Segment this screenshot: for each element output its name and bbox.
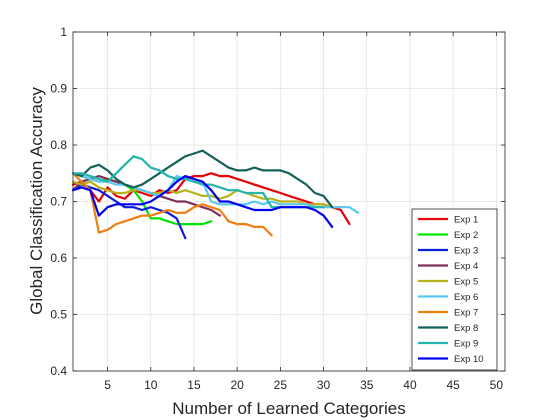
x-tick-label: 25 <box>274 378 288 392</box>
legend-label: Exp 4 <box>454 261 478 272</box>
series-line-exp-5 <box>71 180 342 209</box>
x-tick-label: 45 <box>446 378 460 392</box>
y-tick-label: 1 <box>60 25 67 39</box>
y-tick-label: 0.5 <box>50 308 67 322</box>
legend-label: Exp 9 <box>454 339 478 350</box>
series-line-exp-7 <box>71 172 273 237</box>
x-tick-label: 30 <box>317 378 331 392</box>
x-tick-label: 50 <box>490 378 504 392</box>
legend-label: Exp 8 <box>454 323 478 334</box>
legend-label: Exp 10 <box>454 354 484 365</box>
legend-label: Exp 1 <box>454 215 478 226</box>
series-line-exp-3 <box>71 183 187 240</box>
x-axis-label: Number of Learned Categories <box>172 399 405 418</box>
y-tick-label: 0.8 <box>50 138 67 152</box>
y-tick-label: 0.6 <box>50 251 67 265</box>
legend: Exp 1 Exp 2 Exp 3 Exp 4 Exp 5 Exp 6 Exp 7 Exp 8… <box>411 208 498 371</box>
y-tick-label: 0.7 <box>50 195 67 209</box>
y-axis-label: Global Classification Accuracy <box>27 87 46 315</box>
axis-ticks: 5 10 15 20 25 30 35 40 45 50 0.4 0.5 0.6 0.7 0.8 0.9 1 <box>50 25 505 392</box>
series-line-exp-8 <box>71 149 334 209</box>
x-tick-label: 20 <box>230 378 244 392</box>
series-line-exp-6 <box>71 172 360 214</box>
x-tick-label: 10 <box>144 378 158 392</box>
legend-label: Exp 7 <box>454 308 478 319</box>
legend-label: Exp 6 <box>454 292 478 303</box>
legend-label: Exp 5 <box>454 277 478 288</box>
x-tick-label: 5 <box>104 378 111 392</box>
series-layer <box>71 149 360 240</box>
series-line-exp-10 <box>71 175 334 228</box>
x-tick-label: 15 <box>187 378 201 392</box>
y-tick-label: 0.4 <box>50 364 67 378</box>
x-tick-label: 40 <box>403 378 417 392</box>
legend-label: Exp 2 <box>454 230 478 241</box>
x-tick-label: 35 <box>360 378 374 392</box>
legend-label: Exp 3 <box>454 246 478 257</box>
y-tick-label: 0.9 <box>50 82 67 96</box>
series-line-exp-1 <box>71 172 351 226</box>
